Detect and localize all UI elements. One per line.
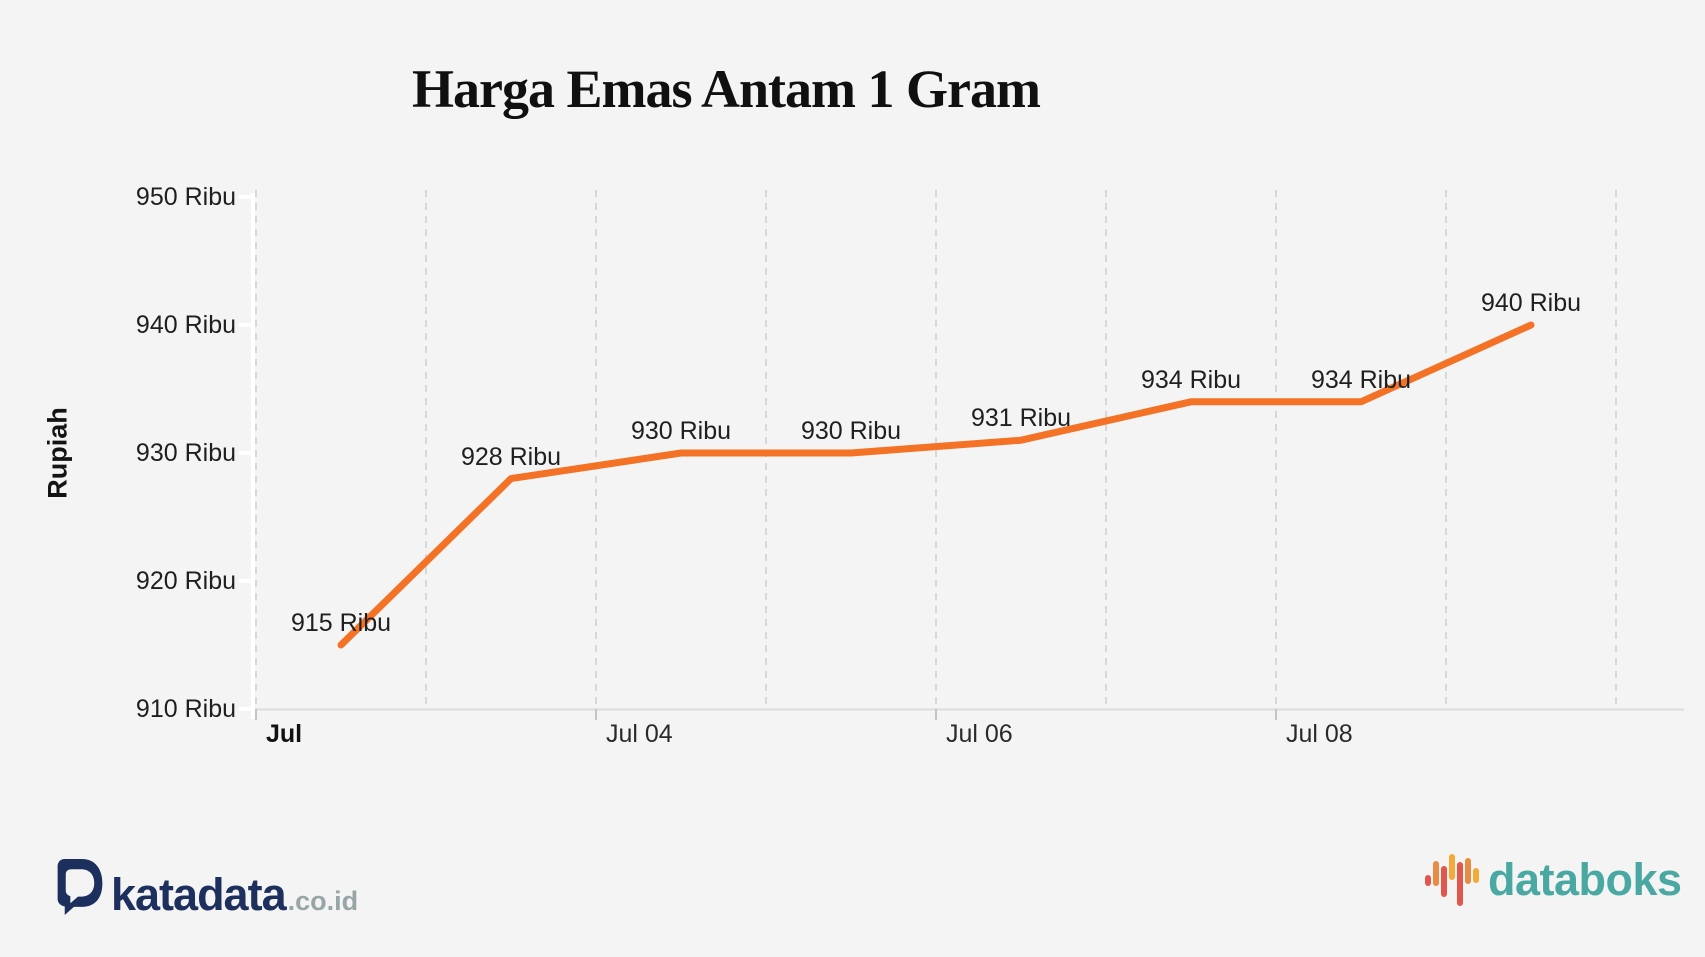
data-point-label: 930 Ribu (630, 417, 732, 445)
katadata-logo: katadata .co.id (56, 858, 359, 920)
data-point-label: 931 Ribu (970, 404, 1072, 433)
axes (239, 193, 1684, 720)
y-tick-label: 940 Ribu (135, 311, 236, 339)
data-point-label: 934 Ribu (1140, 365, 1242, 394)
databoks-logo: databoks (1422, 848, 1682, 912)
y-tick-label: 910 Ribu (135, 695, 236, 723)
databoks-bars-icon (1425, 854, 1479, 906)
y-tick-label: 950 Ribu (135, 183, 236, 211)
footer: katadata .co.id databoks (0, 840, 1705, 920)
katadata-speech-bubble-icon (57, 859, 103, 915)
x-tick-label: Jul 04 (606, 720, 673, 748)
vertical-gridlines (255, 190, 1617, 709)
databoks-wordmark: databoks (1488, 854, 1682, 905)
gold-price-series (337, 321, 1535, 649)
x-tick-label: Jul 08 (1286, 720, 1353, 748)
data-point-label: 928 Ribu (460, 442, 562, 471)
chart-title: Harga Emas Antam 1 Gram (412, 59, 1041, 119)
data-point-label: 934 Ribu (1310, 365, 1412, 394)
data-point-label: 930 Ribu (800, 417, 902, 445)
data-point-label: 940 Ribu (1480, 289, 1582, 317)
katadata-domain-suffix: .co.id (287, 886, 359, 916)
x-tick-label: Jul (266, 720, 303, 748)
price-polyline (337, 321, 1535, 649)
y-tick-label: 920 Ribu (135, 567, 236, 595)
x-tick-label: Jul 06 (946, 720, 1013, 748)
data-point-label: 915 Ribu (290, 609, 392, 637)
katadata-wordmark: katadata (111, 869, 287, 920)
y-axis-title: Rupiah (42, 407, 73, 499)
y-tick-label: 930 Ribu (135, 439, 236, 467)
